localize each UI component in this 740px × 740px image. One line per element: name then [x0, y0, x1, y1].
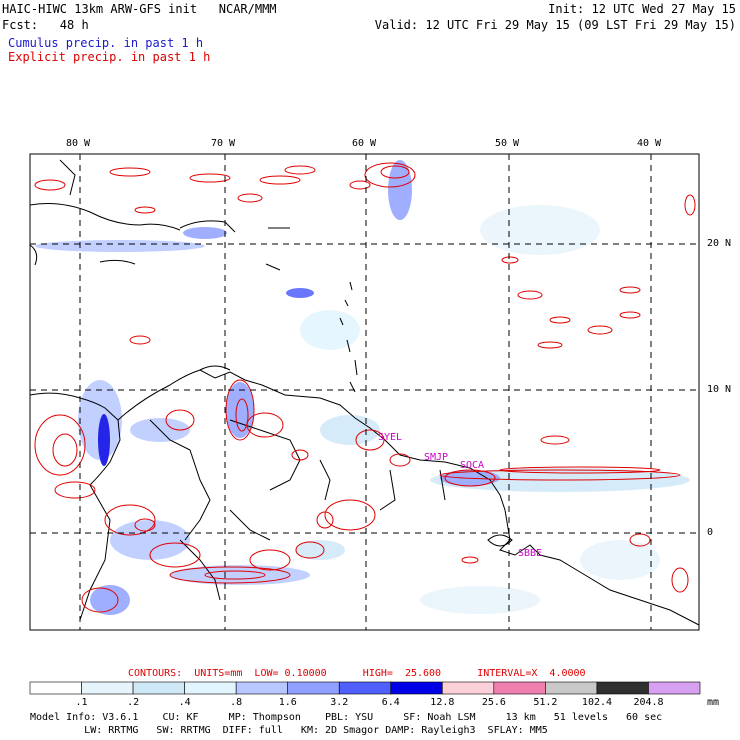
explicit-legend-label: Explicit precip. in past 1 h — [8, 50, 211, 64]
colorbar-tick-label: .8 — [230, 697, 243, 708]
colorbar — [29, 681, 701, 695]
colorbar-swatch — [390, 681, 443, 695]
lon-label: 70 W — [211, 138, 236, 149]
lon-label: 60 W — [352, 138, 377, 149]
cumulus-precip — [35, 160, 690, 615]
forecast-hour: Fcst: 48 h — [2, 18, 89, 32]
colorbar-tick-label: .2 — [127, 697, 140, 708]
run-title: HAIC-HIWC 13km ARW-GFS init NCAR/MMM — [2, 2, 277, 16]
graticule — [30, 154, 699, 630]
valid-time: Valid: 12 UTC Fri 29 May 15 (09 LST Fri … — [374, 18, 736, 32]
lon-label: 40 W — [637, 138, 662, 149]
colorbar-tick-label: 1.6 — [278, 697, 297, 708]
colorbar-swatch — [596, 681, 649, 695]
colorbar-swatch — [184, 681, 237, 695]
colorbar-swatch — [29, 681, 82, 695]
colorbar-tick-label: .1 — [75, 697, 88, 708]
explicit-precip — [34, 162, 696, 613]
colorbar-swatch — [81, 681, 134, 695]
colorbar-swatch — [132, 681, 185, 695]
colorbar-swatch — [235, 681, 288, 695]
init-time: Init: 12 UTC Wed 27 May 15 — [548, 2, 736, 16]
model-info-line2: LW: RRTMG SW: RRTMG DIFF: full KM: 2D Sm… — [30, 725, 548, 736]
colorbar-swatch — [545, 681, 598, 695]
station-label: SYEL — [378, 432, 403, 443]
station-label: SBBE — [518, 548, 543, 559]
station-label: SOCA — [460, 460, 485, 471]
model-info-line1: Model Info: V3.6.1 CU: KF MP: Thompson P… — [30, 712, 663, 723]
colorbar-tick-label: 6.4 — [381, 697, 400, 708]
colorbar-tick-label: 204.8 — [633, 697, 664, 708]
colorbar-tick-label: 102.4 — [581, 697, 613, 708]
colorbar-tick-label: 12.8 — [430, 697, 455, 708]
contour-info: CONTOURS: UNITS=mm LOW= 0.10000 HIGH= 25… — [128, 668, 586, 679]
colorbar-swatch — [442, 681, 495, 695]
colorbar-swatch — [287, 681, 340, 695]
colorbar-swatch — [648, 681, 701, 695]
colorbar-unit: mm — [707, 697, 720, 708]
colorbar-tick-label: 51.2 — [533, 697, 558, 708]
lat-label: 0 — [707, 527, 714, 538]
lat-label: 10 N — [707, 384, 732, 395]
lat-label: 20 N — [707, 238, 732, 249]
lon-label: 50 W — [495, 138, 520, 149]
colorbar-swatch — [493, 681, 546, 695]
cumulus-legend-label: Cumulus precip. in past 1 h — [8, 36, 204, 50]
colorbar-tick-label: 25.6 — [481, 697, 506, 708]
colorbar-tick-label: .4 — [178, 697, 191, 708]
lon-label: 80 W — [66, 138, 91, 149]
colorbar-swatch — [338, 681, 392, 695]
colorbar-tick-label: 3.2 — [330, 697, 349, 708]
coastlines — [29, 159, 700, 626]
station-label: SMJP — [424, 452, 449, 463]
